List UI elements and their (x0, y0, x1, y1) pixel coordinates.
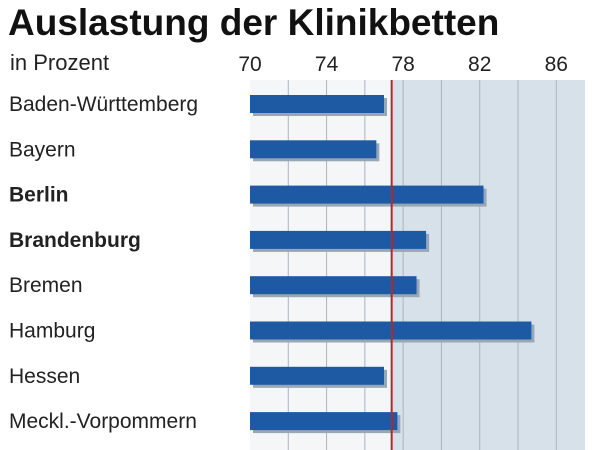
chart-title: Auslastung der Klinikbetten (8, 2, 499, 43)
category-label: Hamburg (9, 320, 95, 343)
category-label: Brandenburg (9, 229, 141, 252)
bar (250, 276, 417, 295)
category-label: Meckl.-Vorpommern (9, 410, 197, 433)
x-tick-label: 70 (238, 53, 261, 76)
x-tick-label: 78 (391, 53, 414, 76)
x-tick-label: 86 (545, 53, 568, 76)
category-label: Bayern (9, 138, 76, 161)
category-label: Baden-Württemberg (9, 93, 198, 116)
plot-panel-above-reference (391, 80, 585, 450)
bar (250, 140, 377, 159)
category-label: Hessen (9, 365, 80, 388)
chart-subtitle: in Prozent (10, 50, 109, 75)
bar (250, 230, 427, 249)
category-label: Bremen (9, 274, 83, 297)
category-label: Berlin (9, 184, 69, 207)
plot-area (250, 80, 585, 450)
category-labels: Baden-Württemberg Bayern Berlin Brandenburg… (9, 93, 198, 433)
bar (250, 412, 398, 431)
plot-panel-below-reference (250, 80, 392, 450)
bars (250, 95, 535, 434)
bar (250, 95, 384, 113)
bar (250, 185, 484, 204)
x-tick-label: 74 (315, 53, 339, 76)
x-axis-ticks: 70 74 78 82 86 (238, 53, 568, 76)
bar (250, 366, 384, 385)
x-tick-label: 82 (468, 53, 491, 76)
